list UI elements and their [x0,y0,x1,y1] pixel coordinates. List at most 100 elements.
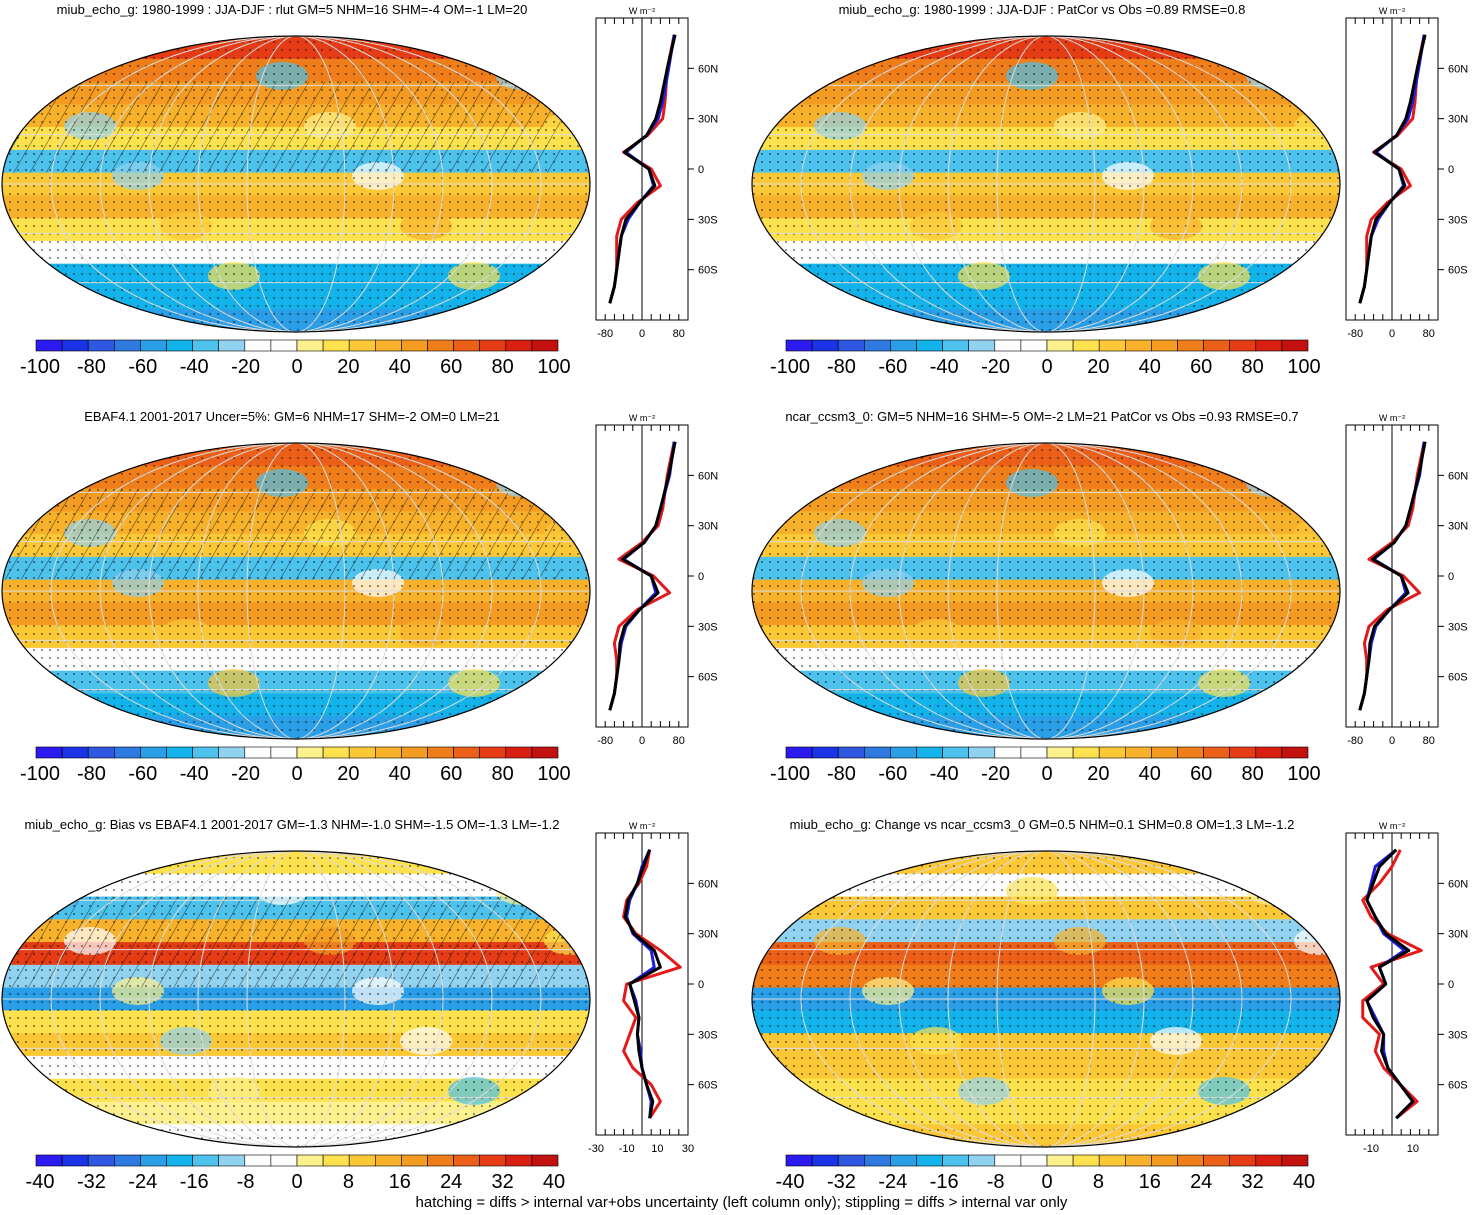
colorbar-swatch [1229,1154,1257,1167]
lat-label: 60S [698,1080,718,1092]
colorbar-label: -80 [77,356,106,378]
colorbar-label: 0 [1041,763,1052,785]
colorbar-swatch [87,339,115,352]
graticule-meridian [246,851,346,1147]
colorbar-swatch [35,339,63,352]
map-outline [751,35,1341,333]
colorbar-swatch [1020,746,1048,759]
colorbar-swatch [1072,1154,1100,1167]
colorbar-swatch [453,1154,481,1167]
colorbar-swatch [322,746,350,759]
colorbar-swatch [1229,339,1257,352]
colorbar-label: 40 [1293,1171,1315,1193]
colorbar-swatch [140,746,167,759]
colorbar-label: -80 [827,763,856,785]
colorbar-label: 0 [1041,356,1052,378]
colorbar-label: -32 [827,1171,856,1193]
colorbar-label: 60 [440,356,462,378]
map-outline [1,35,591,333]
colorbar-swatch [1255,339,1283,352]
colorbar-swatch [863,746,891,759]
graticule-meridian [800,851,1292,1147]
colorbar-swatch [863,1154,891,1167]
colorbar-swatch [1098,339,1126,352]
colorbar-label: -20 [231,356,260,378]
map-outline [751,442,1341,740]
colorbar-swatch [1020,1154,1048,1167]
colorbar-swatch [244,1154,272,1167]
colorbar-swatch [401,1154,428,1167]
colorbar-swatch [1255,1154,1283,1167]
profile-xtick: -80 [597,328,613,340]
colorbar-label: -100 [770,356,810,378]
colorbar-swatch [270,746,298,759]
lat-label: 60N [698,63,718,75]
hatching [2,81,561,173]
colorbar-swatch [218,339,246,352]
colorbar-label: -40 [26,1171,55,1193]
colorbar-swatch [401,746,428,759]
colorbar-swatch [1125,746,1152,759]
lat-label: 60S [1448,1080,1468,1092]
lat-label: 60N [1448,63,1468,75]
colorbar-label: 16 [389,1171,411,1193]
colorbar-swatch [192,1154,220,1167]
graticule-meridian [50,36,542,332]
colorbar-swatch [916,339,943,352]
graticule-meridian [898,36,1194,332]
panel-1: miub_echo_g: 1980-1999 : JJA-DJF : rlut … [1,2,718,378]
colorbar-label: -60 [128,356,157,378]
colorbar-swatch [1203,1154,1230,1167]
lat-label: 60N [1448,878,1468,890]
colorbar-swatch [1151,1154,1178,1167]
colorbar-swatch [994,1154,1022,1167]
colorbar: -100 -80 -60 -40 -20 0 20 40 60 80 100 [20,746,571,785]
colorbar-label: 80 [1241,356,1263,378]
colorbar-swatch [87,1154,115,1167]
panel-title: miub_echo_g: 1980-1999 : JJA-DJF : PatCo… [839,2,1246,17]
colorbar-label: 0 [1041,1171,1052,1193]
anomaly-blob [16,877,68,905]
colorbar-swatch [374,746,402,759]
colorbar-swatch [1229,746,1257,759]
map-field [752,443,1340,739]
profile-line-reference [1365,848,1415,1120]
colorbar-swatch [479,746,507,759]
map-outline [751,850,1341,1148]
panel-2: miub_echo_g: 1980-1999 : JJA-DJF : PatCo… [751,2,1468,378]
lat-label: 30S [1448,1029,1468,1041]
profile-line-reference [1358,441,1427,711]
colorbar-swatch [427,339,454,352]
graticule-meridian [996,36,1096,332]
colorbar-swatch [890,746,917,759]
colorbar-swatch [87,746,115,759]
colorbar-swatch [244,746,272,759]
lat-label: 0 [1448,571,1454,583]
lat-label: 30N [698,521,718,533]
colorbar-swatch [890,339,917,352]
colorbar-label: -16 [180,1171,209,1193]
colorbar-swatch [270,339,298,352]
lat-label: 60N [698,470,718,482]
colorbar-swatch [1098,746,1126,759]
profile-xtick: 80 [1423,328,1435,340]
colorbar-swatch [1255,746,1283,759]
colorbar-label: -60 [128,763,157,785]
colorbar-swatch [218,746,246,759]
colorbar-label: -40 [180,763,209,785]
lat-label: 30S [1448,621,1468,633]
colorbar-label: 32 [1241,1171,1263,1193]
colorbar-swatch [811,746,839,759]
lat-label: 0 [1448,979,1454,991]
colorbar-swatch [166,339,193,352]
colorbar-swatch [531,1154,559,1167]
colorbar-swatch [348,339,376,352]
colorbar-swatch [140,1154,167,1167]
colorbar-label: 40 [543,1171,565,1193]
profile-line-reference [608,441,677,711]
hatching [2,896,561,988]
lat-label: 60S [698,672,718,684]
colorbar-label: -16 [930,1171,959,1193]
colorbar-label: 0 [291,763,302,785]
